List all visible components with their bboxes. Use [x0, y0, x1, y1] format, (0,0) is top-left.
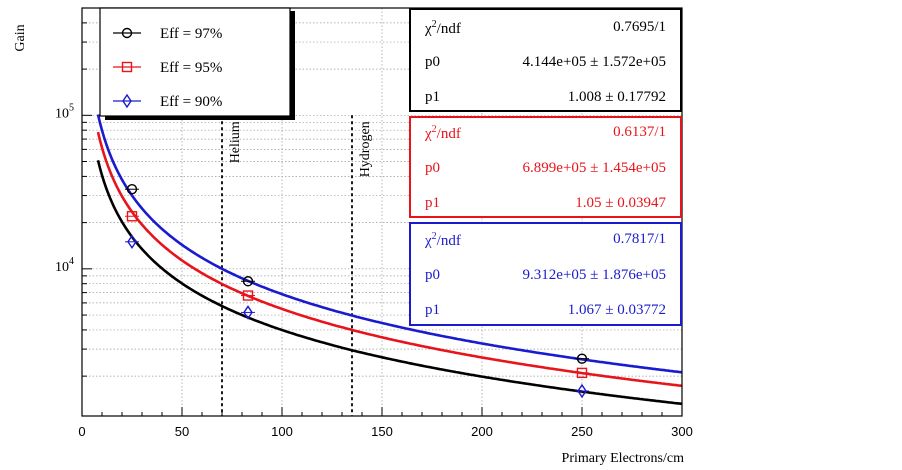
annotation-label: Hydrogen	[358, 121, 373, 177]
data-point	[577, 383, 587, 399]
x-tick-label: 0	[78, 424, 85, 439]
axes: 050100150200250300104105106	[55, 7, 693, 439]
x-tick-label: 100	[271, 424, 293, 439]
fit-box-eff95: χ2/ndf 0.6137/1 p0 6.899e+05 ± 1.454e+05…	[409, 116, 682, 218]
legend-label: Eff = 95%	[160, 60, 222, 76]
y-tick-label: 105	[55, 102, 74, 121]
annotation-label: Helium	[228, 121, 243, 163]
p1-value: 1.05 ± 0.03947	[575, 195, 666, 211]
p0-label: p0	[425, 54, 440, 70]
data-points	[125, 184, 589, 399]
p1-label: p1	[425, 195, 440, 211]
chi2-value: 0.7817/1	[613, 231, 666, 247]
data-point	[126, 184, 138, 195]
data-point	[121, 27, 133, 39]
data-point	[121, 61, 133, 73]
x-tick-label: 50	[175, 424, 189, 439]
chi2-label: χ2/ndf	[425, 231, 461, 249]
annotation-lines: Helium Hydrogen	[221, 115, 373, 416]
x-tick-label: 300	[671, 424, 693, 439]
data-point	[122, 93, 132, 109]
fit-box-eff90: χ2/ndf 0.7817/1 p0 9.312e+05 ± 1.876e+05…	[409, 222, 682, 326]
x-axis-label: Primary Electrons/cm	[562, 451, 685, 466]
legend-label: Eff = 97%	[160, 26, 222, 42]
fit-box-eff97: χ2/ndf 0.7695/1 p0 4.144e+05 ± 1.572e+05…	[409, 8, 682, 112]
chi2-value: 0.6137/1	[613, 124, 666, 140]
y-tick-label: 104	[55, 256, 74, 275]
data-point	[126, 211, 138, 222]
p0-label: p0	[425, 160, 440, 176]
fit-curve	[96, 114, 683, 374]
legend-label: Eff = 90%	[160, 94, 222, 110]
data-point	[576, 367, 588, 379]
data-point	[127, 234, 137, 250]
x-tick-label: 200	[471, 424, 493, 439]
data-point	[576, 353, 588, 364]
legend: Eff = 97% Eff = 95% Eff = 90%	[99, 7, 295, 120]
chi2-value: 0.7695/1	[613, 19, 666, 35]
x-tick-label: 150	[371, 424, 393, 439]
fit-curve	[96, 131, 683, 388]
p0-value: 4.144e+05 ± 1.572e+05	[522, 54, 666, 70]
p0-value: 9.312e+05 ± 1.876e+05	[522, 267, 666, 283]
chi2-label: χ2/ndf	[425, 19, 461, 37]
y-axis-label: Gain	[13, 24, 28, 51]
data-point	[243, 305, 253, 320]
x-tick-label: 250	[571, 424, 593, 439]
p0-label: p0	[425, 267, 440, 283]
data-point	[242, 290, 254, 301]
p1-value: 1.067 ± 0.03772	[567, 302, 666, 318]
chi2-label: χ2/ndf	[425, 124, 461, 142]
p1-label: p1	[425, 302, 440, 318]
p1-value: 1.008 ± 0.17792	[567, 89, 666, 105]
p0-value: 6.899e+05 ± 1.454e+05	[522, 160, 666, 176]
data-point	[242, 276, 254, 287]
p1-label: p1	[425, 89, 440, 105]
